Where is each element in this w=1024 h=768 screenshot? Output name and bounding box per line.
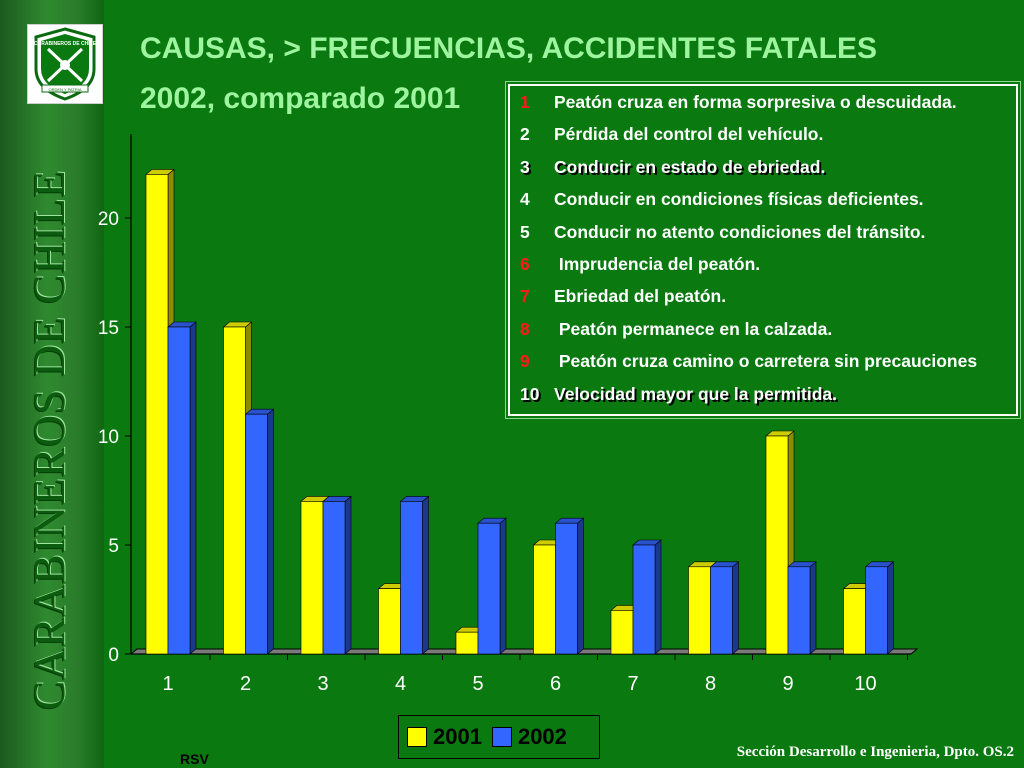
x-tick-label: 9 (782, 673, 793, 695)
y-tick-label: 15 (98, 318, 119, 339)
x-tick-label: 2 (240, 673, 251, 695)
legend-label-2002: 2002 (517, 724, 567, 749)
shield-emblem-icon: CARABINEROS DE CHILE ORDEN Y PATRIA (34, 27, 97, 101)
cause-number: 10 (520, 383, 540, 404)
cause-text: Conducir en condiciones físicas deficien… (554, 189, 924, 210)
sidebar: CARABINEROS DE CHILE ORDEN Y PATRIA CARA… (0, 0, 104, 768)
cause-number: 9 (520, 351, 530, 372)
cause-item-9: 9 Peatón cruza camino o carretera sin pr… (520, 347, 977, 379)
cause-item-6: 6 Imprudencia del peatón. (520, 250, 977, 282)
cause-item-4: 4 Conducir en condiciones físicas deficie… (520, 185, 977, 217)
bar-2002-7 (632, 539, 662, 655)
cause-number: 1 (520, 92, 530, 112)
bar-2002-8 (709, 561, 740, 655)
cause-text: Pérdida del control del vehículo. (554, 124, 824, 145)
legend-label-2001: 2001 (433, 724, 482, 749)
x-tick-label: 4 (395, 673, 406, 695)
causes-list-box: 1 Peatón cruza en forma sorpresiva o desc… (505, 81, 1021, 419)
cause-text: Conducir no atento condiciones del tráns… (554, 221, 926, 242)
bar-2002-5 (477, 517, 507, 655)
cause-text: Conducir en estado de ebriedad. (554, 156, 826, 177)
bar-2002-9 (787, 561, 817, 655)
cause-item-1: 1 Peatón cruza en forma sorpresiva o desc… (520, 88, 977, 120)
bar-2002-2 (244, 408, 275, 655)
x-tick-label: 1 (162, 673, 173, 695)
chart-legend: 2001 2002 (398, 715, 600, 759)
legend-item-2001: 2001 (407, 724, 482, 750)
y-tick-label: 5 (108, 536, 119, 557)
cause-number: 4 (520, 189, 530, 210)
cause-text: Imprudencia del peatón. (554, 253, 761, 274)
x-tick-label: 7 (627, 673, 638, 695)
bar-2002-6 (554, 517, 585, 655)
y-tick-label: 0 (108, 645, 119, 666)
title-line-2: 2002, comparado 2001 (140, 82, 461, 115)
cause-text: Velocidad mayor que la permitida. (554, 383, 838, 404)
bar-2001-9 (765, 430, 795, 655)
legend-swatch-2001 (407, 727, 427, 747)
legend-item-2002: 2002 (491, 724, 567, 750)
cause-number: 7 (520, 286, 530, 307)
cause-text: Peatón cruza en forma sorpresiva o descu… (554, 92, 957, 112)
footer-credit: Sección Desarrollo e Ingenieria, Dpto. O… (736, 744, 1014, 760)
cause-item-7: 7 Ebriedad del peatón. (520, 282, 977, 314)
bar-2002-4 (399, 495, 430, 655)
cause-number: 6 (520, 253, 530, 274)
cause-number: 3 (520, 156, 530, 177)
legend-swatch-2002 (491, 727, 512, 747)
cause-item-8: 8 Peatón permanece en la calzada. (520, 315, 977, 347)
y-tick-label: 10 (98, 427, 119, 448)
cause-item-3: 3 Conducir en estado de ebriedad. (520, 153, 977, 185)
x-tick-label: 8 (705, 673, 716, 695)
x-tick-label: 10 (854, 673, 876, 695)
cause-text: Peatón cruza camino o carretera sin prec… (554, 351, 978, 372)
carabineros-logo: CARABINEROS DE CHILE ORDEN Y PATRIA (27, 24, 103, 104)
cause-item-2: 2 Pérdida del control del vehículo. (520, 120, 977, 152)
y-tick-label: 20 (98, 209, 119, 230)
bar-2002-1 (167, 321, 197, 655)
cause-text: Peatón permanece en la calzada. (554, 318, 833, 339)
logo-top-text: CARABINEROS DE CHILE (34, 41, 97, 47)
author-initials: RSV (180, 751, 209, 767)
x-tick-label: 3 (317, 673, 328, 695)
causes-list: 1 Peatón cruza en forma sorpresiva o desc… (520, 88, 977, 412)
x-tick-label: 6 (550, 673, 561, 695)
cause-number: 8 (520, 318, 530, 339)
cause-text: Ebriedad del peatón. (554, 286, 727, 307)
bar-2002-10 (864, 561, 895, 655)
cause-item-10: 10 Velocidad mayor que la permitida. (520, 380, 977, 412)
bar-2002-3 (322, 495, 352, 655)
title-line-1: CAUSAS, > FRECUENCIAS, ACCIDENTES FATALE… (140, 32, 878, 65)
cause-number: 2 (520, 124, 530, 145)
x-tick-label: 5 (472, 673, 483, 695)
logo-bottom-text: ORDEN Y PATRIA (48, 87, 81, 92)
cause-number: 5 (520, 221, 530, 242)
cause-item-5: 5 Conducir no atento condiciones del trán… (520, 218, 977, 250)
page-title: CAUSAS, > FRECUENCIAS, ACCIDENTES FATALE… (140, 24, 1020, 124)
